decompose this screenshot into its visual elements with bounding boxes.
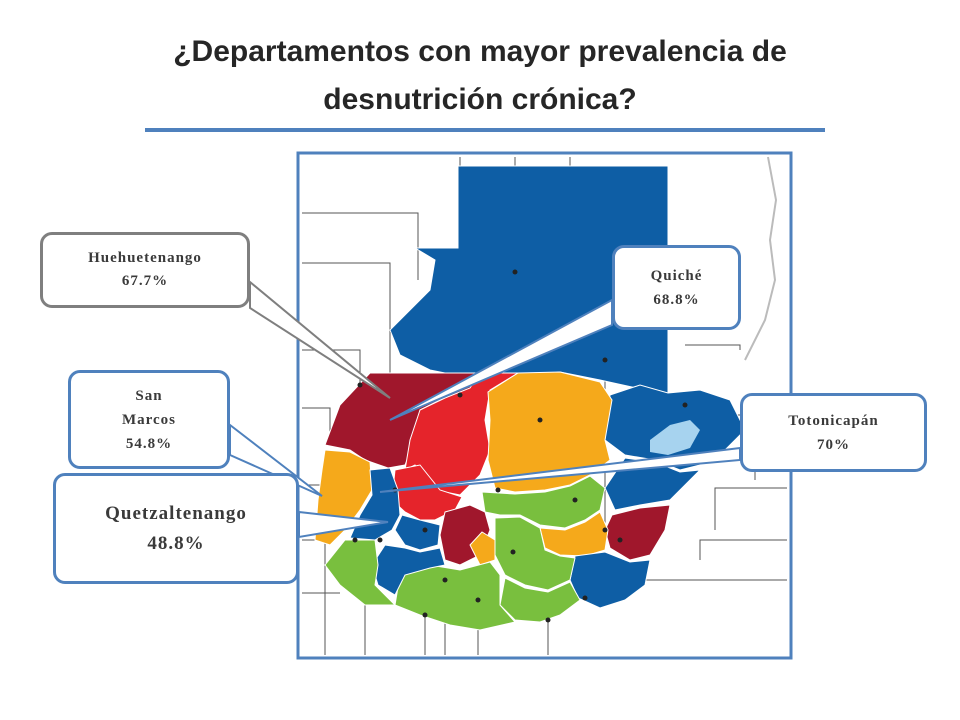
region-retalhuleu bbox=[324, 539, 397, 606]
region-el-progreso bbox=[539, 511, 609, 557]
callout-name: Totonicapán bbox=[788, 412, 879, 429]
callout-value: 67.7% bbox=[121, 273, 169, 289]
pointer-quetzaltenango bbox=[298, 510, 389, 539]
region-alta-verapaz bbox=[487, 371, 613, 493]
callout-name-line-1: San bbox=[135, 387, 163, 404]
callout-value: 48.8% bbox=[147, 532, 205, 554]
region-santa-rosa bbox=[499, 577, 581, 623]
region-baja-verapaz bbox=[481, 475, 606, 529]
region-solola bbox=[394, 514, 441, 551]
region-zacapa bbox=[604, 457, 702, 511]
title-underline bbox=[145, 128, 825, 132]
region-guatemala bbox=[494, 516, 576, 591]
callout-quiche: Quiché 68.8% bbox=[612, 245, 741, 330]
page-title: ¿Departamentos con mayor prevalencia de … bbox=[60, 28, 900, 124]
callout-san-marcos: San Marcos 54.8% bbox=[68, 370, 230, 469]
callout-value: 68.8% bbox=[653, 291, 700, 308]
region-peten bbox=[389, 165, 669, 396]
region-sacatepequez bbox=[469, 531, 496, 566]
callout-totonicapan: Totonicapán 70% bbox=[740, 393, 927, 472]
callout-huehuetenango: Huehuetenango 67.7% bbox=[40, 232, 250, 308]
callout-name-line-2: Marcos bbox=[121, 411, 177, 428]
callout-name: Quetzaltenango bbox=[105, 502, 247, 524]
callout-quetzaltenango: Quetzaltenango 48.8% bbox=[53, 473, 299, 584]
title-line-1: ¿Departamentos con mayor prevalencia de bbox=[173, 35, 787, 68]
callout-value: 70% bbox=[817, 436, 850, 453]
callout-value: 54.8% bbox=[125, 435, 173, 452]
neighbor-border bbox=[744, 156, 778, 361]
lake-izabal bbox=[650, 420, 700, 455]
callout-name: Quiché bbox=[650, 267, 703, 284]
title-line-2: desnutrición crónica? bbox=[323, 83, 637, 116]
pointer-huehuetenango bbox=[249, 279, 391, 399]
callout-name: Huehuetenango bbox=[88, 250, 202, 266]
